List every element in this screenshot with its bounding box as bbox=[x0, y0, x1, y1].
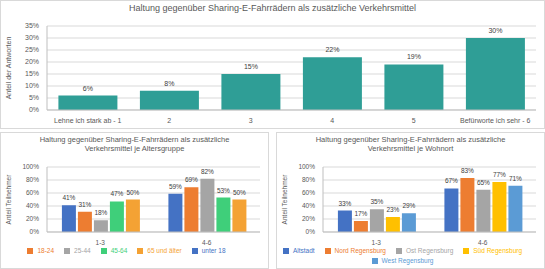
svg-text:4-6: 4-6 bbox=[478, 239, 488, 246]
svg-text:19%: 19% bbox=[407, 53, 421, 60]
html-text:Nord Regensburg: Nord Regensburg bbox=[334, 247, 386, 254]
svg-text:4: 4 bbox=[330, 117, 334, 124]
html-text:Ost Regensburg: Ost Regensburg bbox=[405, 247, 454, 254]
svg-text:35%: 35% bbox=[25, 22, 39, 29]
html-text:25-44: 25-44 bbox=[74, 247, 91, 254]
svg-text:8%: 8% bbox=[164, 80, 174, 87]
html-text:Haltung gegenüber Sharing-E-Fa: Haltung gegenüber Sharing-E-Fahrrädern a… bbox=[128, 3, 417, 14]
svg-text:30%: 30% bbox=[25, 34, 39, 41]
svg-text:80%: 80% bbox=[26, 176, 39, 183]
svg-text:10%: 10% bbox=[25, 82, 39, 89]
svg-text:0%: 0% bbox=[30, 228, 40, 235]
svg-text:23%: 23% bbox=[386, 206, 399, 213]
svg-text:17%: 17% bbox=[354, 210, 367, 217]
svg-text:100%: 100% bbox=[22, 163, 39, 170]
svg-text:77%: 77% bbox=[493, 171, 506, 178]
svg-text:69%: 69% bbox=[185, 176, 198, 183]
svg-text:33%: 33% bbox=[338, 200, 351, 207]
svg-text:50%: 50% bbox=[126, 189, 139, 196]
html-text:West Regensburg: West Regensburg bbox=[381, 257, 434, 264]
svg-text:4-6: 4-6 bbox=[202, 239, 212, 246]
svg-text:82%: 82% bbox=[201, 168, 214, 175]
svg-text:67%: 67% bbox=[445, 177, 458, 184]
svg-text:80%: 80% bbox=[302, 176, 315, 183]
svg-text:1-3: 1-3 bbox=[96, 239, 106, 246]
svg-text:60%: 60% bbox=[302, 189, 315, 196]
svg-text:Lehne ich stark ab - 1: Lehne ich stark ab - 1 bbox=[54, 117, 121, 124]
svg-text:2: 2 bbox=[167, 117, 171, 124]
svg-text:60%: 60% bbox=[26, 189, 39, 196]
svg-text:31%: 31% bbox=[78, 201, 91, 208]
svg-text:15%: 15% bbox=[244, 63, 258, 70]
svg-text:18%: 18% bbox=[94, 209, 107, 216]
svg-text:22%: 22% bbox=[325, 46, 339, 53]
html-text:Haltung gegenüber Sharing-E-Fa: Haltung gegenüber Sharing-E-Fahrrädern a… bbox=[315, 135, 506, 153]
svg-text:Anteil der Antworten: Anteil der Antworten bbox=[8, 37, 12, 100]
svg-text:40%: 40% bbox=[26, 202, 39, 209]
svg-text:35%: 35% bbox=[370, 198, 383, 205]
html-text:45-64: 45-64 bbox=[110, 247, 128, 254]
svg-text:Anteil Teilnehmer: Anteil Teilnehmer bbox=[281, 174, 288, 225]
html-text:18-24: 18-24 bbox=[37, 247, 55, 254]
svg-text:6%: 6% bbox=[83, 85, 93, 92]
svg-text:5%: 5% bbox=[29, 94, 39, 101]
svg-text:0%: 0% bbox=[306, 228, 316, 235]
svg-text:29%: 29% bbox=[402, 202, 415, 209]
svg-text:3: 3 bbox=[249, 117, 253, 124]
svg-text:41%: 41% bbox=[62, 194, 75, 201]
svg-text:59%: 59% bbox=[169, 183, 182, 190]
svg-text:83%: 83% bbox=[461, 167, 474, 174]
svg-text:53%: 53% bbox=[217, 187, 230, 194]
svg-text:100%: 100% bbox=[298, 163, 315, 170]
svg-text:Anteil Teilnehmer: Anteil Teilnehmer bbox=[8, 174, 12, 225]
html-text:unter 18: unter 18 bbox=[201, 247, 226, 254]
html-text:Altstadt: Altstadt bbox=[292, 247, 315, 254]
svg-text:65%: 65% bbox=[477, 179, 490, 186]
html-text:Haltung gegenüber Sharing-E-Fa: Haltung gegenüber Sharing-E-Fahrrädern a… bbox=[39, 135, 230, 153]
svg-text:20%: 20% bbox=[26, 215, 39, 222]
svg-text:47%: 47% bbox=[110, 190, 123, 197]
svg-text:25%: 25% bbox=[25, 46, 39, 53]
svg-text:40%: 40% bbox=[302, 202, 315, 209]
svg-text:0%: 0% bbox=[29, 106, 39, 113]
svg-text:50%: 50% bbox=[233, 189, 246, 196]
svg-text:20%: 20% bbox=[25, 58, 39, 65]
svg-text:1-3: 1-3 bbox=[372, 239, 382, 246]
svg-text:30%: 30% bbox=[488, 27, 502, 34]
svg-text:71%: 71% bbox=[509, 175, 522, 182]
svg-text:Befürworte ich sehr - 6: Befürworte ich sehr - 6 bbox=[460, 117, 531, 124]
svg-text:20%: 20% bbox=[302, 215, 315, 222]
svg-text:15%: 15% bbox=[25, 70, 39, 77]
html-text:Süd Regensburg: Süd Regensburg bbox=[473, 247, 523, 254]
svg-text:5: 5 bbox=[412, 117, 416, 124]
html-text:65 und älter: 65 und älter bbox=[147, 247, 182, 254]
